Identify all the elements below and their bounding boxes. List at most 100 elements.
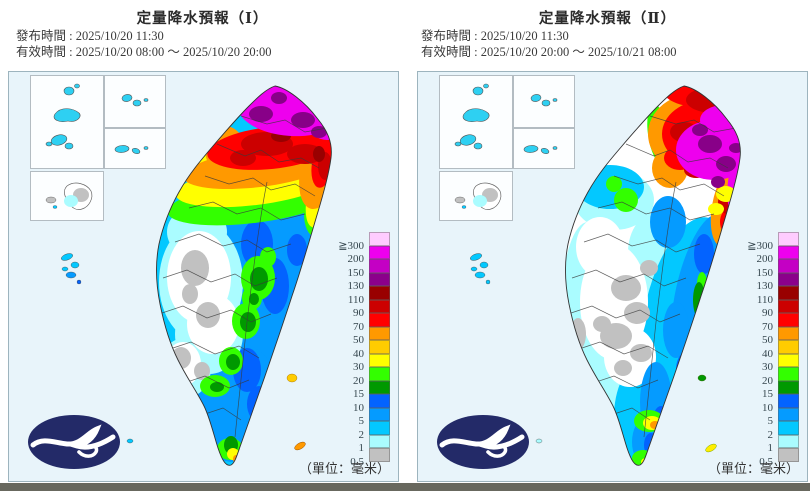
legend-color-swatch xyxy=(778,286,799,300)
legend-color-swatch xyxy=(778,367,799,381)
legend-threshold-label: 0.5 xyxy=(759,455,773,468)
panel2-map-box: ≧300 200 150 130 110 90 70 50 40 30 20 15 10 5 2 1 0.5 （… xyxy=(417,71,808,482)
legend-color-swatch xyxy=(778,448,799,462)
legend-row: 2 xyxy=(318,421,390,441)
matsu-islands-icon xyxy=(45,83,81,150)
legend-color-swatch xyxy=(778,326,799,340)
inset-wuqiu-1 xyxy=(104,75,166,128)
legend-color-swatch xyxy=(778,313,799,327)
inset-matsu-1 xyxy=(30,75,104,169)
legend-color-swatch xyxy=(369,380,390,394)
legend-threshold-label: 20 xyxy=(353,374,364,387)
legend-row: 130 xyxy=(727,272,799,292)
page-bottom-edge xyxy=(0,483,810,491)
panel1-valid-time: 有效時間 : 2025/10/20 08:00 ～ 2025/10/20 20:… xyxy=(16,45,272,59)
legend-threshold-label: ≧300 xyxy=(747,239,773,252)
legend-row: 70 xyxy=(727,313,799,333)
legend-color-swatch xyxy=(369,407,390,421)
legend-threshold-label: 30 xyxy=(353,361,364,373)
legend-color-swatch xyxy=(778,421,799,435)
legend-threshold-label: 10 xyxy=(353,401,364,414)
legend-row: 20 xyxy=(727,367,799,387)
legend-color-swatch xyxy=(778,353,799,367)
legend-threshold-label: ≧300 xyxy=(338,239,364,252)
legend-color-swatch xyxy=(778,380,799,394)
legend-row: 0.5 xyxy=(318,448,390,468)
legend-row: 0.5 xyxy=(727,448,799,468)
legend-color-swatch xyxy=(778,434,799,448)
inset-kinmen-2 xyxy=(513,128,575,169)
legend-color-swatch xyxy=(369,353,390,367)
legend-color-swatch xyxy=(778,245,799,259)
legend-color-swatch xyxy=(369,272,390,286)
taiwan-precip-map-2 xyxy=(470,85,741,466)
legend-threshold-label: 200 xyxy=(756,253,774,265)
legend-threshold-label: 150 xyxy=(347,266,365,279)
legend-row: 50 xyxy=(727,326,799,346)
penghu-islands-icon xyxy=(45,182,93,210)
legend-color-swatch xyxy=(369,340,390,354)
legend-row: 110 xyxy=(318,286,390,306)
legend-threshold-label: 130 xyxy=(347,280,365,292)
penghu-islands-icon xyxy=(454,182,502,210)
legend-threshold-label: 1 xyxy=(358,442,365,454)
legend-row: 2 xyxy=(727,421,799,441)
legend-row: 30 xyxy=(727,353,799,373)
cwa-logo xyxy=(437,415,529,469)
legend-threshold-label: 0.5 xyxy=(350,455,364,468)
legend-color-swatch xyxy=(369,434,390,448)
legend-color-swatch xyxy=(369,286,390,300)
legend-row: 20 xyxy=(318,367,390,387)
legend-color-swatch xyxy=(778,272,799,286)
cwa-logo xyxy=(28,415,120,469)
inset-penghu-2 xyxy=(439,171,513,221)
legend-threshold-label: 5 xyxy=(358,415,365,427)
legend-color-swatch xyxy=(369,367,390,381)
legend-threshold-label: 50 xyxy=(762,334,773,346)
inset-kinmen-1 xyxy=(104,128,166,169)
inset-penghu-1 xyxy=(30,171,104,221)
legend-color-swatch xyxy=(369,448,390,462)
rainfall-legend-1: ≧300 200 150 130 110 90 70 50 40 30 20 15 10 5 2 1 0.5 xyxy=(318,232,390,468)
legend-row: 5 xyxy=(318,407,390,427)
panel1-issue-time: 發布時間 : 2025/10/20 11:30 xyxy=(16,29,164,43)
legend-threshold-label: 70 xyxy=(762,320,773,333)
legend-threshold-label: 2 xyxy=(358,428,365,441)
rainfall-legend-2: ≧300 200 150 130 110 90 70 50 40 30 20 15 10 5 2 1 0.5 xyxy=(727,232,799,468)
legend-threshold-label: 90 xyxy=(353,307,364,319)
legend-threshold-label: 110 xyxy=(756,293,773,306)
legend-threshold-label: 15 xyxy=(762,388,773,400)
legend-threshold-label: 50 xyxy=(353,334,364,346)
legend-color-swatch xyxy=(369,421,390,435)
legend-threshold-label: 200 xyxy=(347,253,365,265)
legend-row: 150 xyxy=(318,259,390,279)
legend-color-swatch xyxy=(369,313,390,327)
wuqiu-islands-icon xyxy=(530,94,558,107)
legend-threshold-label: 5 xyxy=(767,415,774,427)
legend-color-swatch xyxy=(778,232,799,246)
legend-color-swatch xyxy=(369,299,390,313)
unit-note-1: （單位：毫米） xyxy=(298,461,390,476)
matsu-islands-icon xyxy=(454,83,490,150)
kinmen-islands-icon xyxy=(523,145,558,155)
legend-color-swatch xyxy=(369,394,390,408)
inset-wuqiu-2 xyxy=(513,75,575,128)
legend-row: 90 xyxy=(727,299,799,319)
legend-row: 5 xyxy=(727,407,799,427)
legend-threshold-label: 2 xyxy=(767,428,774,441)
panel2-valid-time: 有效時間 : 2025/10/20 20:00 ～ 2025/10/21 08:… xyxy=(421,45,677,59)
legend-row: 50 xyxy=(318,326,390,346)
legend-row: 200 xyxy=(318,245,390,265)
legend-color-swatch xyxy=(778,407,799,421)
legend-threshold-label: 1 xyxy=(767,442,774,454)
legend-color-swatch xyxy=(369,326,390,340)
legend-row: 90 xyxy=(318,299,390,319)
legend-threshold-label: 70 xyxy=(353,320,364,333)
legend-color-swatch xyxy=(369,245,390,259)
inset-matsu-2 xyxy=(439,75,513,169)
legend-row: 10 xyxy=(318,394,390,414)
legend-threshold-label: 130 xyxy=(756,280,774,292)
legend-threshold-label: 10 xyxy=(762,401,773,414)
legend-row: ≧300 xyxy=(318,232,390,252)
